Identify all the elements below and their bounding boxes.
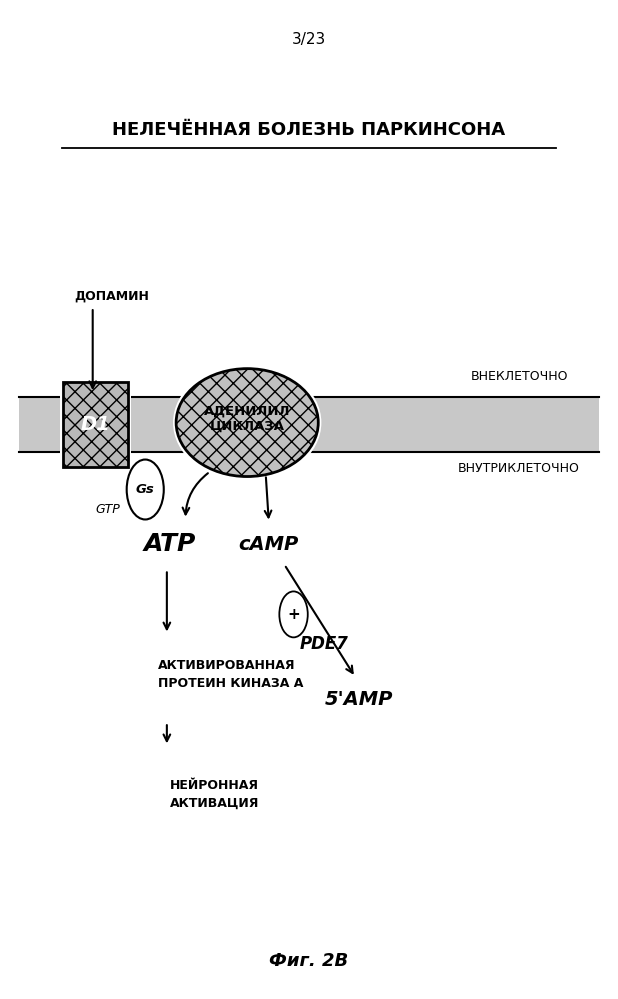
- Text: ВНЕКЛЕТОЧНО: ВНЕКЛЕТОЧНО: [470, 370, 568, 384]
- Text: ВНУТРИКЛЕТОЧНО: ВНУТРИКЛЕТОЧНО: [458, 462, 580, 476]
- Text: АДЕНИЛИЛ
ЦИКЛАЗА: АДЕНИЛИЛ ЦИКЛАЗА: [204, 404, 290, 434]
- Text: PDE7: PDE7: [300, 635, 349, 653]
- Bar: [61, 378, 131, 473]
- Text: 3/23: 3/23: [292, 32, 326, 48]
- Text: ДОПАМИН: ДОПАМИН: [74, 289, 149, 303]
- Text: GTP: GTP: [96, 502, 121, 516]
- Text: АКТИВИРОВАННАЯ
ПРОТЕИН КИНАЗА А: АКТИВИРОВАННАЯ ПРОТЕИН КИНАЗА А: [158, 658, 303, 690]
- Text: cAMP: cAMP: [239, 534, 299, 554]
- Text: 5'AMP: 5'AMP: [324, 689, 392, 709]
- Text: НЕЛЕЧЁННАЯ БОЛЕЗНЬ ПАРКИНСОНА: НЕЛЕЧЁННАЯ БОЛЕЗНЬ ПАРКИНСОНА: [112, 121, 506, 139]
- Text: +: +: [287, 606, 300, 622]
- Text: Фиг. 2В: Фиг. 2В: [269, 952, 349, 970]
- Circle shape: [279, 591, 308, 637]
- Bar: [64, 383, 129, 468]
- Text: D1: D1: [81, 415, 111, 435]
- Text: НЕЙРОННАЯ
АКТИВАЦИЯ: НЕЙРОННАЯ АКТИВАЦИЯ: [170, 778, 260, 810]
- Ellipse shape: [173, 364, 321, 482]
- Ellipse shape: [176, 369, 318, 477]
- Text: ATP: ATP: [144, 532, 196, 556]
- Bar: [19, 397, 599, 452]
- Circle shape: [127, 460, 164, 519]
- Text: Gs: Gs: [136, 483, 154, 497]
